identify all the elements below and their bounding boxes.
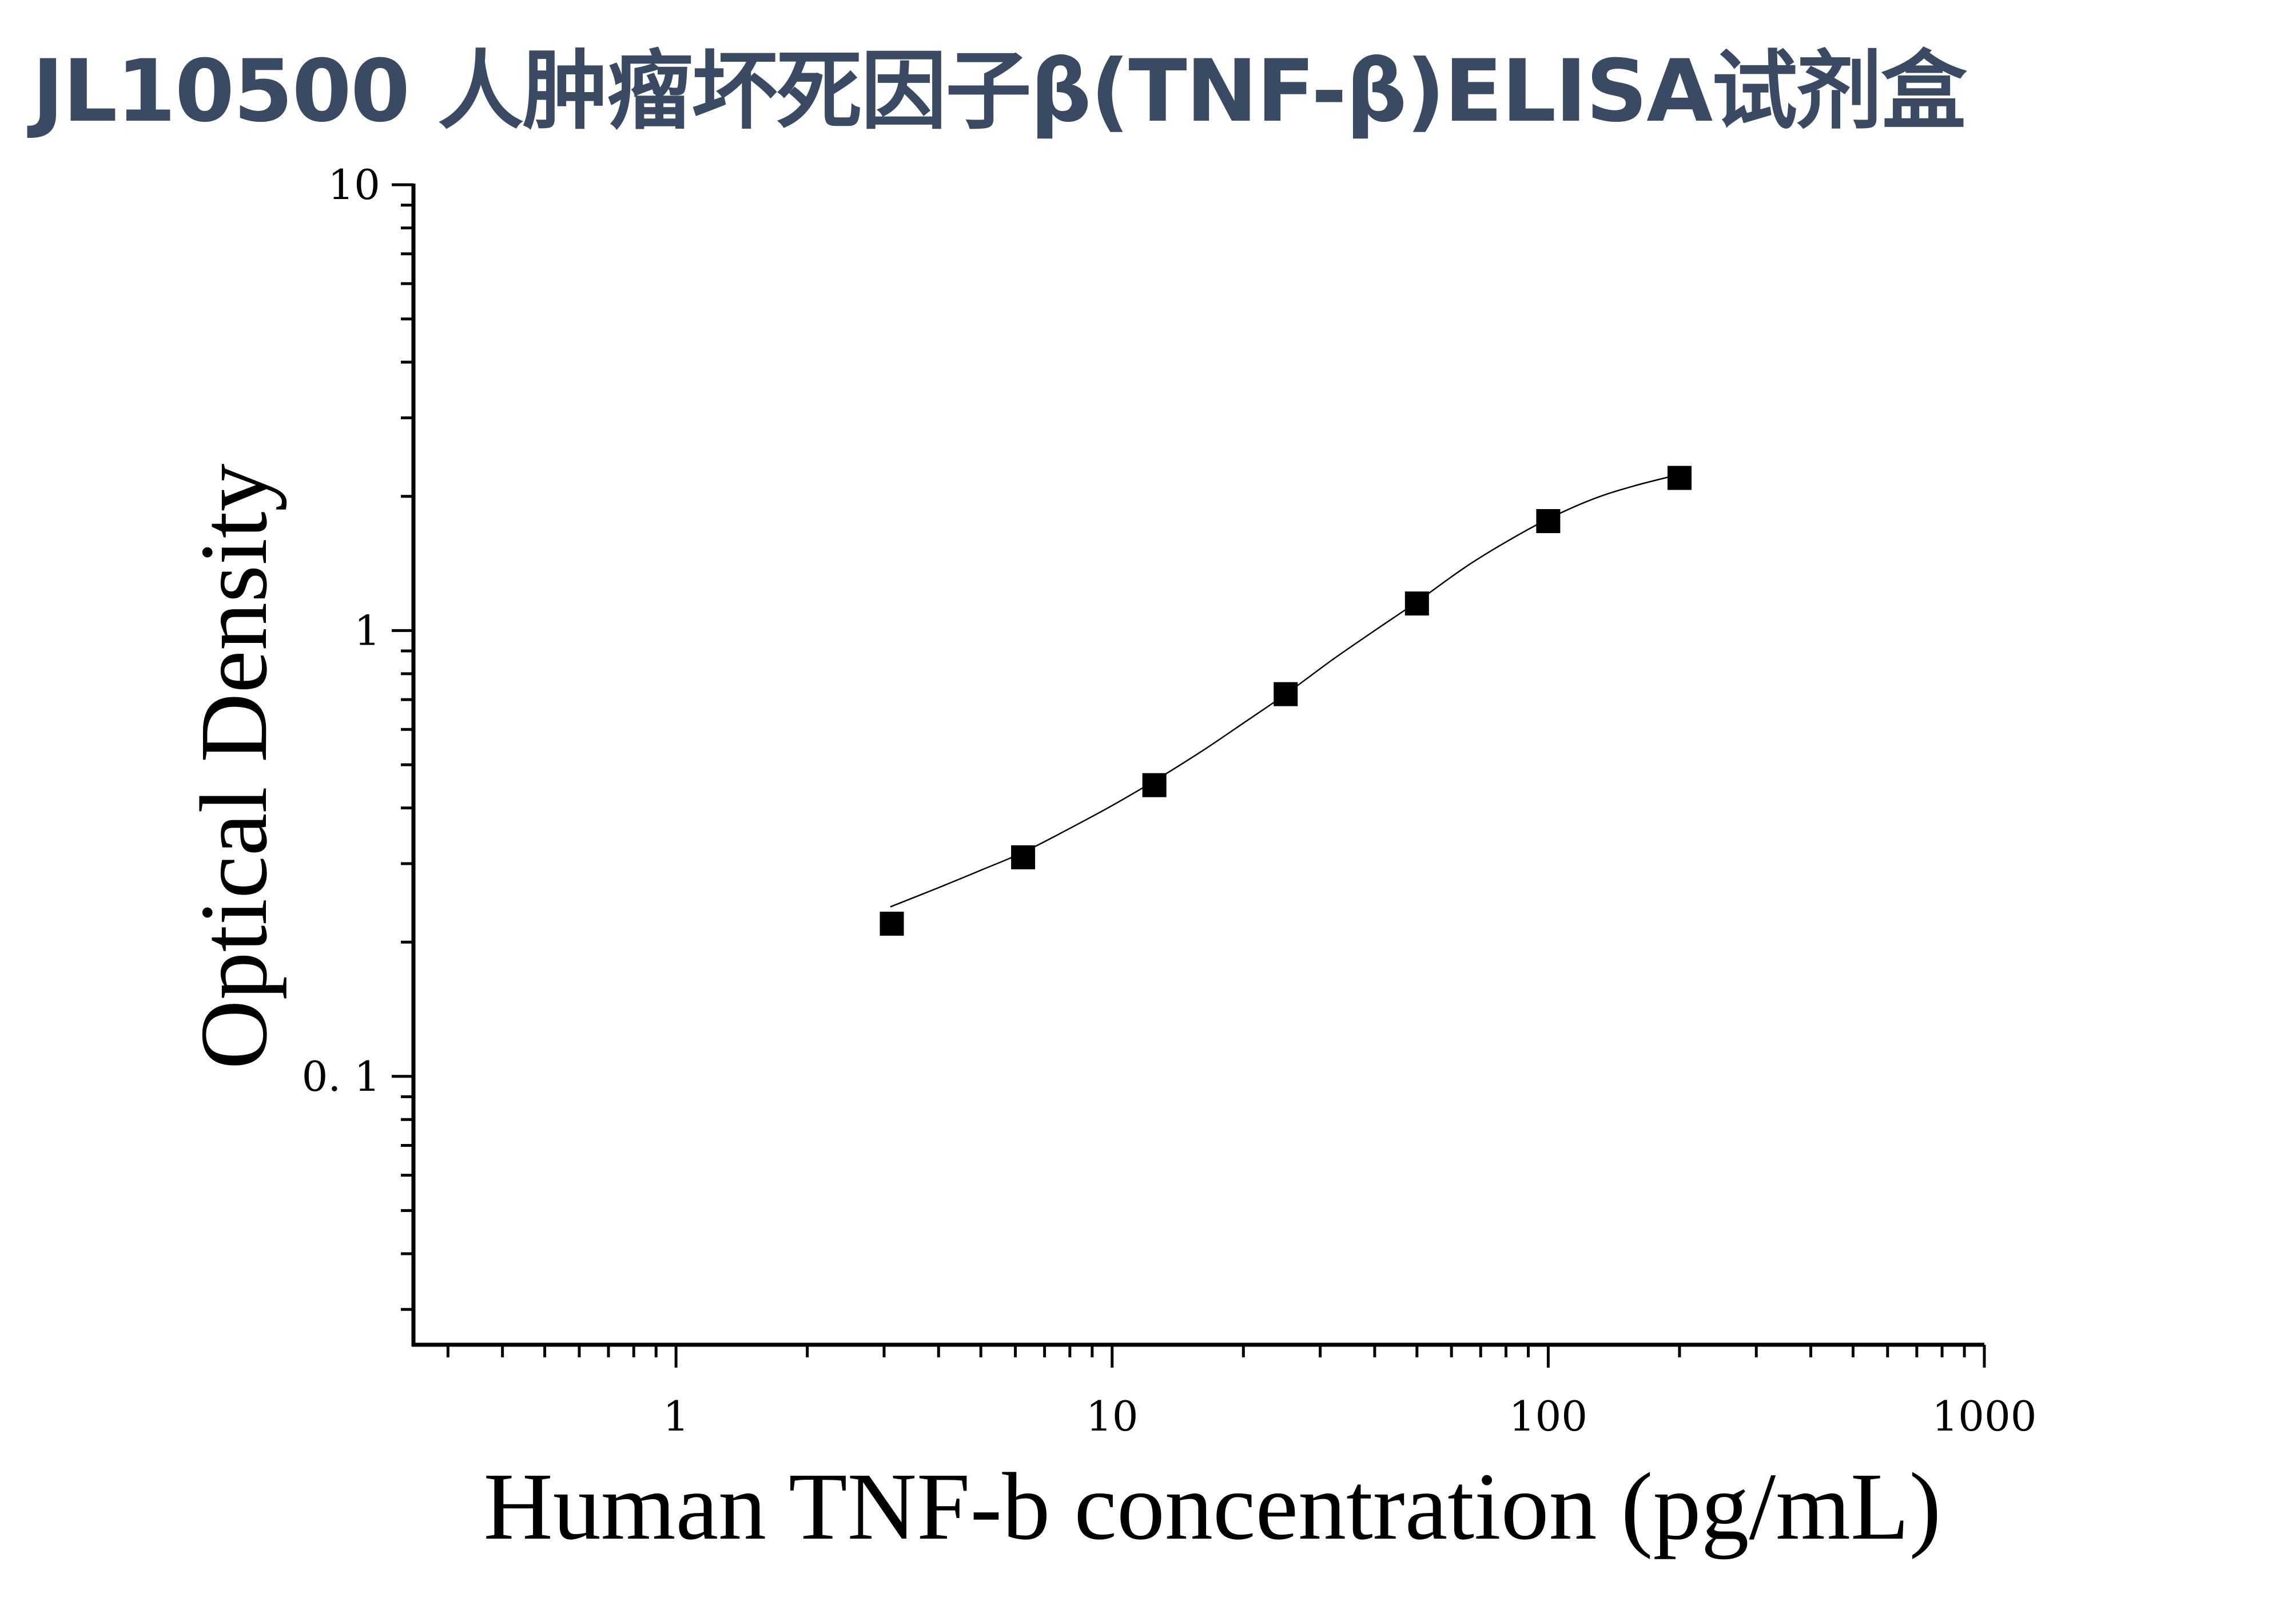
y-tick-label: 1 bbox=[354, 606, 380, 654]
x-axis-title: Human TNF-b concentration (pg/mL) bbox=[484, 1453, 1941, 1560]
data-points bbox=[880, 466, 1692, 936]
y-axis-title: Optical Density bbox=[181, 463, 287, 1069]
data-point bbox=[1274, 682, 1298, 706]
page-title: JL10500 人肿瘤坏死因子β(TNF-β)ELISA试剂盒 bbox=[32, 42, 1967, 141]
x-tick-label: 1000 bbox=[1932, 1392, 2036, 1440]
x-tick-label: 10 bbox=[1086, 1392, 1139, 1440]
data-point bbox=[1404, 591, 1429, 616]
data-point bbox=[1536, 509, 1561, 534]
y-tick-label: 10 bbox=[328, 161, 380, 209]
data-point bbox=[1667, 466, 1692, 490]
x-ticks: 1 10 100 1000 bbox=[446, 1345, 2037, 1440]
y-ticks: 0. 1 1 10 bbox=[302, 161, 413, 1311]
axes bbox=[411, 184, 1984, 1347]
x-tick-label: 1 bbox=[663, 1392, 689, 1440]
x-tick-label: 100 bbox=[1509, 1392, 1587, 1440]
y-tick-label: 0. 1 bbox=[302, 1052, 380, 1101]
data-point bbox=[880, 911, 904, 936]
data-point bbox=[1011, 845, 1036, 869]
data-point bbox=[1142, 773, 1167, 797]
